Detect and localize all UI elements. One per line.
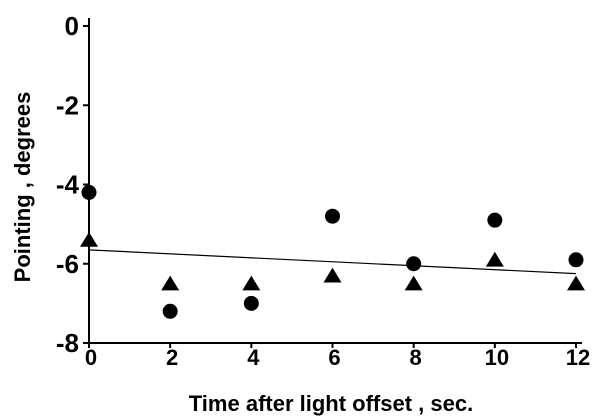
triangle-point	[485, 251, 504, 267]
y-tick-label: 0	[65, 11, 79, 41]
trend-line	[88, 249, 577, 275]
circle-point	[568, 252, 584, 268]
triangle-point	[80, 231, 98, 247]
x-tick-label: 10	[485, 345, 509, 370]
circle-point	[243, 295, 259, 311]
y-tick-label: -8	[56, 328, 79, 358]
x-axis-label: Time after light offset , sec.	[189, 391, 473, 416]
x-ticks: 0 2 4 6 8 10 12	[85, 343, 590, 370]
axes	[88, 18, 582, 344]
circle-point	[81, 184, 97, 200]
y-ticks: 0 -2 -4 -6 -8	[56, 11, 89, 358]
circle-point	[325, 208, 340, 224]
y-tick-label: -2	[56, 90, 79, 120]
triangle-point	[323, 267, 342, 283]
x-tick-label: 6	[328, 345, 340, 370]
data-points	[80, 184, 585, 319]
triangle-point	[404, 275, 423, 291]
x-tick-label: 0	[85, 345, 97, 370]
x-tick-label: 2	[166, 345, 178, 370]
y-tick-label: -6	[56, 249, 79, 279]
triangle-point	[161, 275, 180, 291]
circle-point	[162, 303, 178, 319]
y-axis-label: Pointing , degrees	[10, 92, 35, 283]
circle-point	[487, 212, 503, 228]
y-tick-label: -4	[56, 170, 80, 200]
trend-line-group	[88, 249, 577, 275]
x-tick-label: 4	[247, 345, 260, 370]
x-tick-label: 8	[410, 345, 422, 370]
triangle-point	[242, 275, 261, 291]
circle-point	[406, 256, 422, 272]
triangle-point	[567, 275, 585, 291]
x-tick-label: 12	[566, 345, 590, 370]
